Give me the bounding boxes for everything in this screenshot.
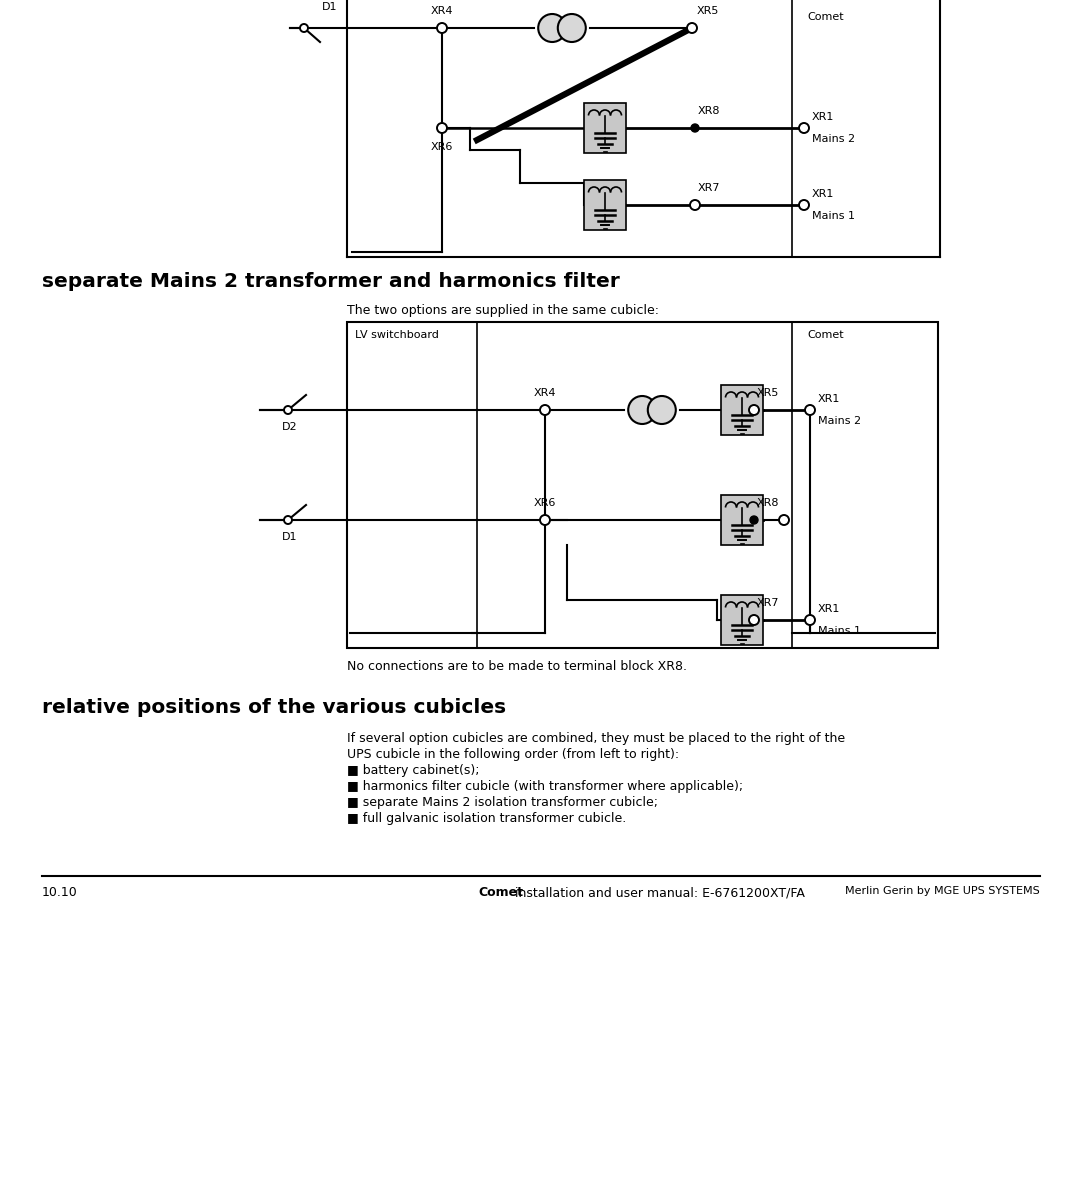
- Text: Merlin Gerin by MGE UPS SYSTEMS: Merlin Gerin by MGE UPS SYSTEMS: [846, 886, 1040, 896]
- Text: XR1: XR1: [812, 112, 835, 122]
- Text: Mains 1: Mains 1: [812, 211, 855, 221]
- Bar: [347, 322, 939, 647]
- Circle shape: [629, 396, 657, 424]
- Circle shape: [284, 406, 292, 413]
- Text: XR6: XR6: [534, 498, 556, 508]
- Circle shape: [805, 405, 815, 415]
- Circle shape: [750, 615, 759, 625]
- Text: XR6: XR6: [431, 143, 454, 152]
- Bar: [721, 595, 762, 645]
- Bar: [721, 495, 762, 545]
- Text: XR1: XR1: [818, 394, 840, 404]
- Text: ■ full galvanic isolation transformer cubicle.: ■ full galvanic isolation transformer cu…: [347, 813, 626, 824]
- Circle shape: [284, 516, 292, 524]
- Text: XR5: XR5: [697, 6, 719, 15]
- Text: XR8: XR8: [698, 106, 720, 116]
- Circle shape: [540, 405, 550, 415]
- Circle shape: [300, 24, 308, 32]
- Circle shape: [805, 615, 815, 625]
- Text: XR1: XR1: [818, 604, 840, 614]
- Text: D2: D2: [282, 422, 298, 432]
- Text: separate Mains 2 transformer and harmonics filter: separate Mains 2 transformer and harmoni…: [42, 272, 620, 291]
- Circle shape: [779, 516, 789, 525]
- Circle shape: [557, 14, 585, 42]
- Bar: [584, 181, 626, 230]
- Circle shape: [437, 23, 447, 33]
- Text: UPS cubicle in the following order (from left to right):: UPS cubicle in the following order (from…: [347, 748, 679, 762]
- Text: D1: D1: [282, 532, 298, 542]
- Text: XR4: XR4: [431, 6, 454, 15]
- Text: ■ battery cabinet(s);: ■ battery cabinet(s);: [347, 764, 480, 777]
- Circle shape: [540, 516, 550, 525]
- Text: If several option cubicles are combined, they must be placed to the right of the: If several option cubicles are combined,…: [347, 732, 846, 745]
- Circle shape: [799, 124, 809, 133]
- Text: XR4: XR4: [534, 388, 556, 398]
- Text: 10.10: 10.10: [42, 886, 78, 899]
- Text: Mains 2: Mains 2: [818, 416, 861, 426]
- Circle shape: [687, 23, 697, 33]
- Text: Mains 2: Mains 2: [812, 134, 855, 144]
- Text: relative positions of the various cubicles: relative positions of the various cubicl…: [42, 699, 507, 718]
- Circle shape: [750, 516, 758, 524]
- Text: Comet: Comet: [807, 12, 843, 23]
- Text: The two options are supplied in the same cubicle:: The two options are supplied in the same…: [347, 304, 659, 317]
- Circle shape: [648, 396, 676, 424]
- Text: Mains 1: Mains 1: [818, 626, 861, 636]
- Text: installation and user manual: E-6761200XT/FA: installation and user manual: E-6761200X…: [511, 886, 805, 899]
- Text: XR7: XR7: [757, 598, 780, 608]
- Text: Comet: Comet: [807, 330, 843, 340]
- Circle shape: [690, 200, 700, 210]
- Bar: [721, 385, 762, 435]
- Text: XR1: XR1: [812, 189, 835, 200]
- Bar: [584, 103, 626, 153]
- Circle shape: [750, 405, 759, 415]
- Text: D1: D1: [322, 2, 338, 12]
- Text: LV switchboard: LV switchboard: [355, 330, 438, 340]
- Text: XR7: XR7: [698, 183, 720, 192]
- Text: XR5: XR5: [757, 388, 780, 398]
- Text: No connections are to be made to terminal block XR8.: No connections are to be made to termina…: [347, 661, 687, 672]
- Text: ■ separate Mains 2 isolation transformer cubicle;: ■ separate Mains 2 isolation transformer…: [347, 796, 658, 809]
- Text: XR8: XR8: [757, 498, 780, 508]
- Circle shape: [538, 14, 566, 42]
- Text: ■ harmonics filter cubicle (with transformer where applicable);: ■ harmonics filter cubicle (with transfo…: [347, 781, 743, 794]
- Text: Comet: Comet: [478, 886, 523, 899]
- Circle shape: [799, 200, 809, 210]
- Circle shape: [691, 124, 699, 132]
- Circle shape: [437, 124, 447, 133]
